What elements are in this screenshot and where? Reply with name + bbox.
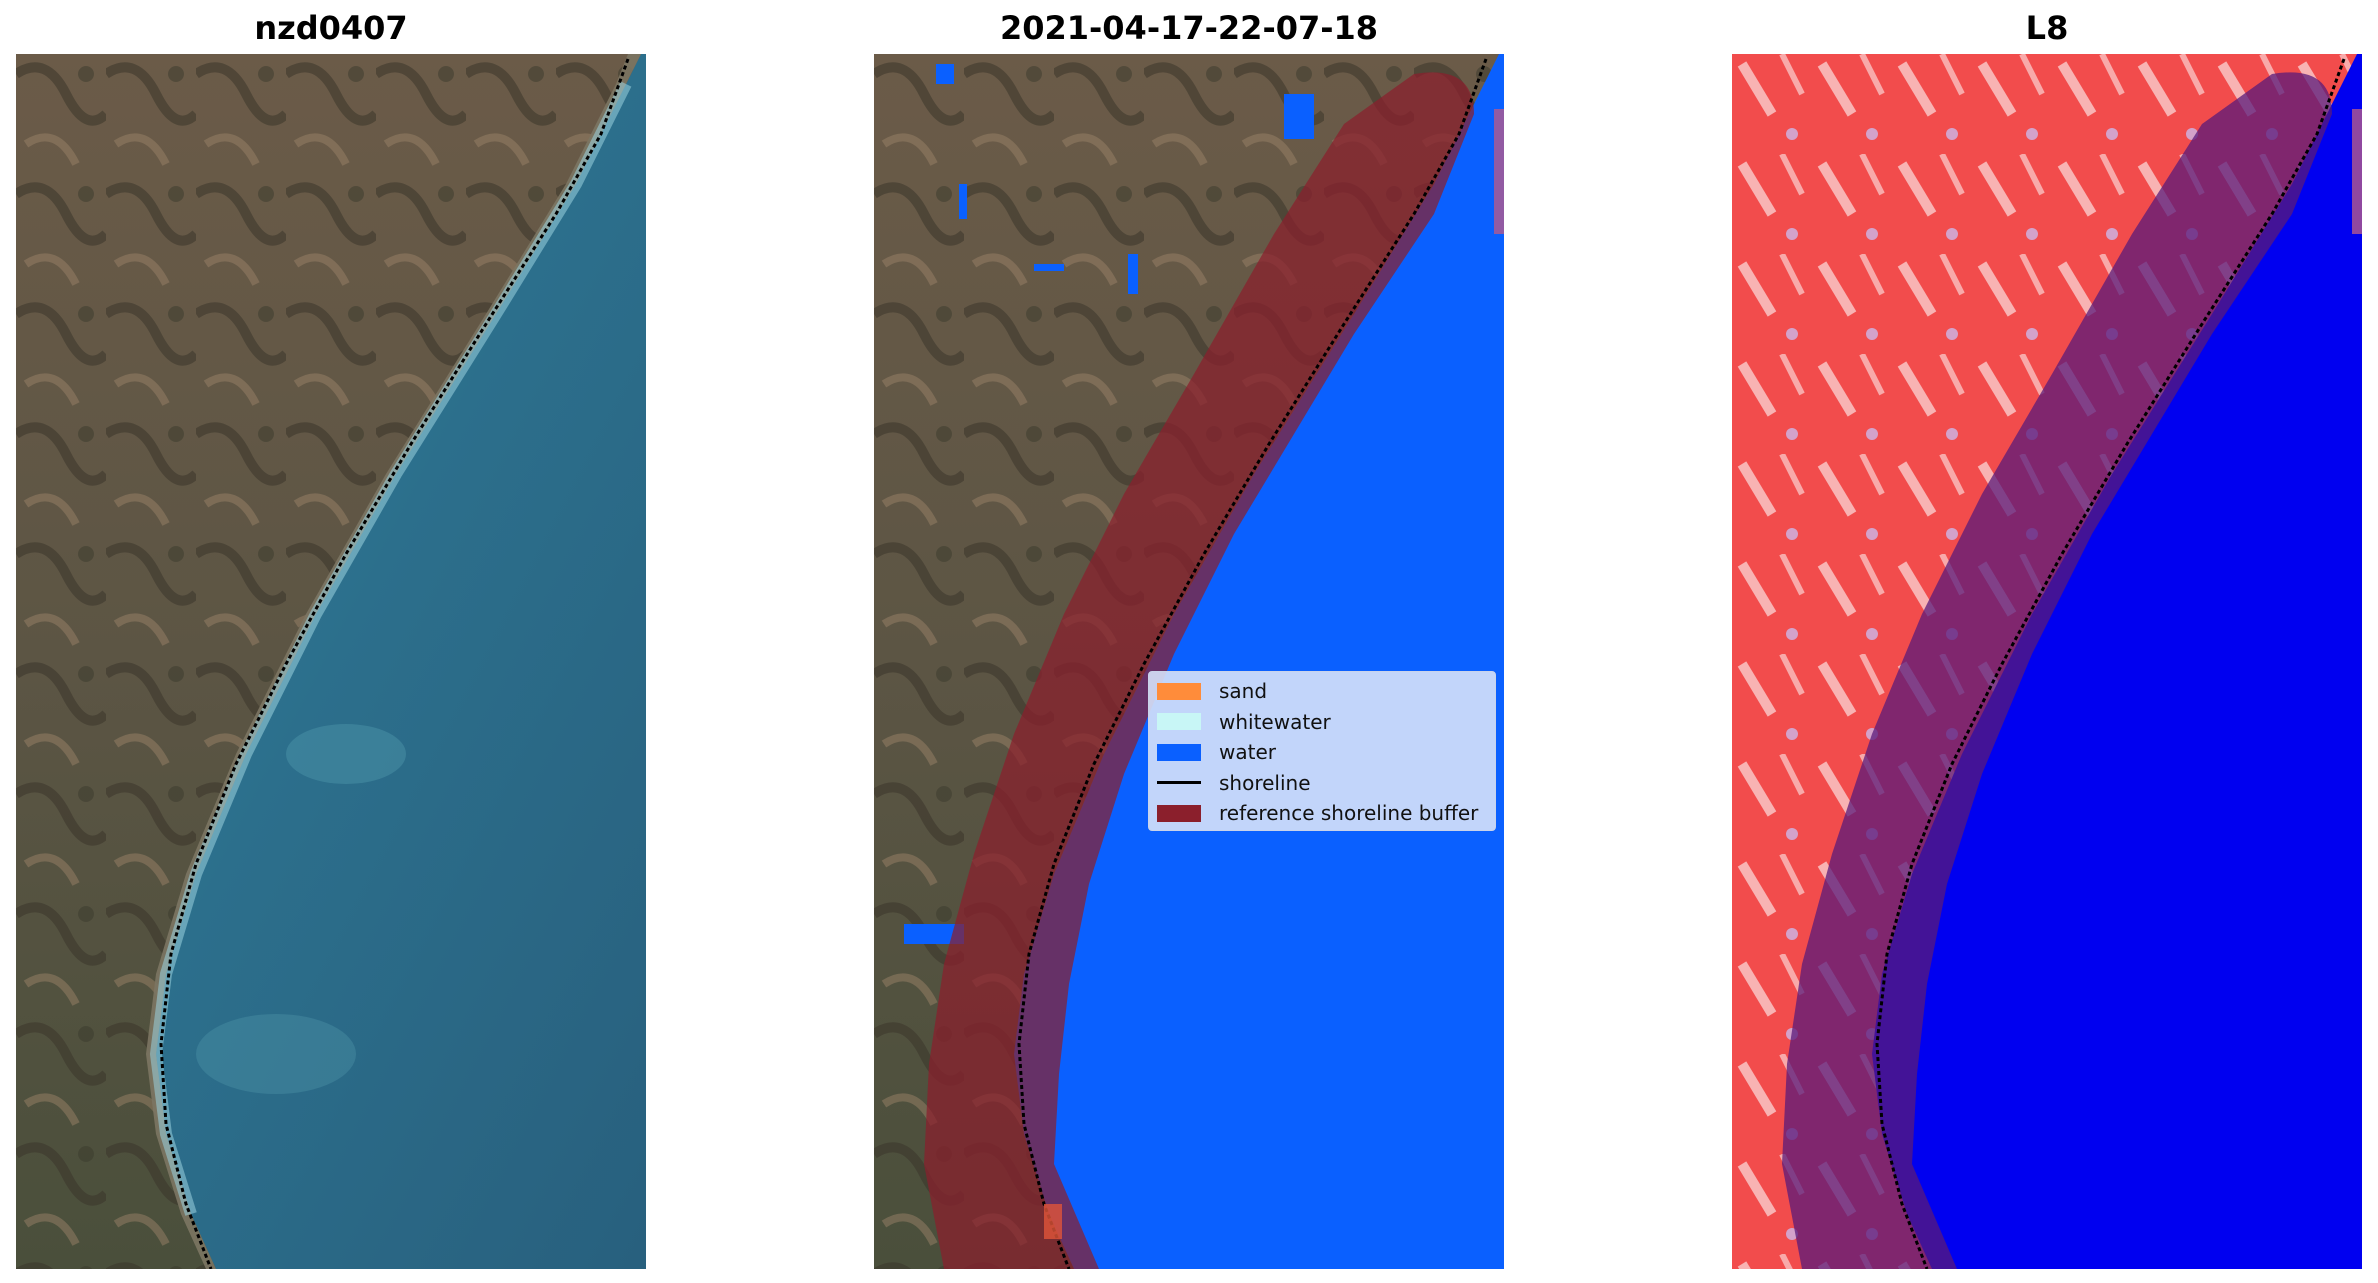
buffer-swatch — [1157, 804, 1201, 822]
panel-title-classified: 2021-04-17-22-07-18 — [999, 9, 1379, 47]
legend-item-sand: sand — [1157, 676, 1495, 707]
whitewater-swatch — [1157, 713, 1201, 731]
panel-title-index: L8 — [2025, 9, 2069, 47]
legend: sand whitewater water shoreline referenc… — [1148, 671, 1496, 831]
classified-image-panel — [874, 54, 1504, 1269]
legend-label: reference shoreline buffer — [1219, 801, 1479, 826]
legend-label: water — [1219, 740, 1276, 765]
shoreline-swatch — [1157, 781, 1201, 785]
index-image-panel — [1732, 54, 2362, 1269]
classified-image — [874, 54, 1504, 1269]
shoreline-line — [159, 58, 630, 1269]
rgb-image-panel — [16, 54, 646, 1269]
legend-item-water: water — [1157, 737, 1495, 768]
panel-title-rgb: nzd0407 — [254, 9, 408, 47]
rgb-image — [16, 54, 646, 1269]
sand-swatch — [1157, 682, 1201, 700]
legend-label: whitewater — [1219, 709, 1331, 734]
legend-item-whitewater: whitewater — [1157, 707, 1495, 738]
water-swatch — [1157, 743, 1201, 761]
legend-label: shoreline — [1219, 770, 1311, 795]
legend-label: sand — [1219, 679, 1268, 704]
index-image — [1732, 54, 2362, 1269]
shoreline-buffer — [924, 72, 1474, 1269]
legend-item-shoreline: shoreline — [1157, 768, 1495, 799]
legend-item-buffer: reference shoreline buffer — [1157, 798, 1495, 829]
